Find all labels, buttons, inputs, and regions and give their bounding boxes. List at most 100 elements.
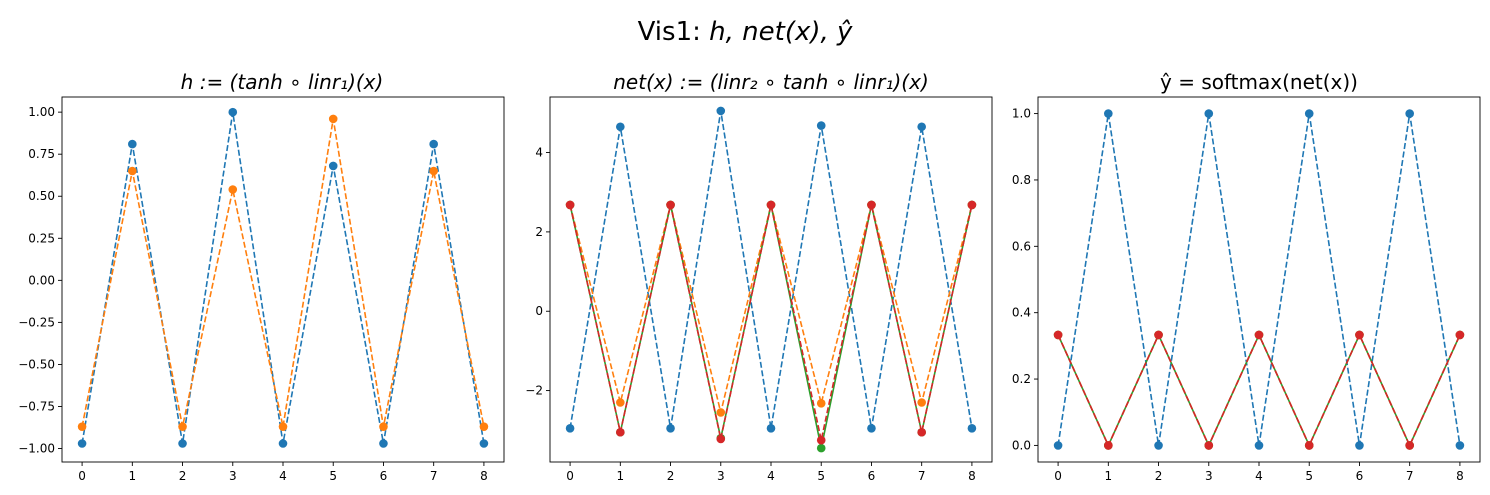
data-point-0-0-2 bbox=[178, 439, 187, 448]
data-point-1-1-3 bbox=[716, 408, 726, 417]
data-point-1-1-1 bbox=[616, 398, 625, 407]
x-tick-label: 5 bbox=[329, 469, 337, 483]
data-point-0-1-5 bbox=[328, 114, 338, 124]
y-tick-label: 1.0 bbox=[1012, 107, 1031, 121]
series-line-1-1 bbox=[569, 204, 973, 413]
data-point-2-3-5 bbox=[1304, 441, 1314, 450]
data-point-2-3-3 bbox=[1204, 441, 1214, 450]
data-point-0-0-1 bbox=[128, 139, 137, 149]
y-tick-label: 0.75 bbox=[28, 147, 55, 161]
data-point-1-3-0 bbox=[565, 200, 575, 210]
plot-area-net: 0 1 2 3 4 5 6 7 8 4 2 0 −2 bbox=[525, 96, 993, 483]
data-point-0-0-6 bbox=[379, 439, 388, 448]
x-tick-label: 8 bbox=[480, 469, 488, 483]
data-point-2-3-1 bbox=[1104, 441, 1113, 450]
data-point-0-1-4 bbox=[278, 422, 288, 431]
y-tick-label: −0.25 bbox=[18, 315, 55, 329]
data-point-0-1-3 bbox=[228, 185, 238, 194]
x-tick-label: 4 bbox=[767, 469, 775, 483]
series-line-0-0 bbox=[81, 112, 485, 444]
data-point-2-0-8 bbox=[1455, 441, 1465, 450]
data-point-2-3-8 bbox=[1455, 330, 1465, 340]
data-point-2-0-7 bbox=[1405, 109, 1414, 118]
data-point-1-3-7 bbox=[917, 427, 926, 437]
data-point-2-3-2 bbox=[1154, 330, 1163, 340]
data-point-1-3-4 bbox=[766, 200, 776, 210]
y-tick-label: 1.00 bbox=[28, 105, 55, 119]
data-point-1-0-7 bbox=[917, 122, 926, 132]
x-tick-label: 3 bbox=[1205, 469, 1213, 483]
subplot-h: h := (tanh ∘ linr₁)(x) 0 1 2 3 4 5 6 7 8 1.00 0.75… bbox=[18, 70, 505, 483]
data-point-2-3-0 bbox=[1053, 330, 1063, 340]
data-point-1-0-6 bbox=[867, 423, 876, 433]
x-tick-label: 4 bbox=[1255, 469, 1263, 483]
plot-area-yhat: 0 1 2 3 4 5 6 7 8 1.0 0.8 0.6 0.4 0.2 0.0 bbox=[1012, 96, 1481, 483]
x-tick-label: 2 bbox=[1155, 469, 1163, 483]
data-point-2-0-0 bbox=[1053, 441, 1063, 450]
data-point-2-0-5 bbox=[1304, 109, 1314, 118]
x-tick-label: 0 bbox=[1054, 469, 1062, 483]
data-point-1-0-2 bbox=[666, 423, 675, 433]
data-point-1-0-8 bbox=[967, 423, 977, 433]
x-tick-label: 3 bbox=[229, 469, 237, 483]
data-point-1-0-1 bbox=[616, 122, 625, 132]
series-line-2-0 bbox=[1057, 113, 1461, 446]
y-tick-label: 0.25 bbox=[28, 231, 55, 245]
data-point-2-3-7 bbox=[1405, 441, 1414, 450]
series-line-1-2 bbox=[569, 204, 973, 449]
y-tick-label: −0.50 bbox=[18, 357, 55, 371]
x-tick-label: 1 bbox=[616, 469, 624, 483]
y-tick-label: 0.2 bbox=[1012, 372, 1031, 386]
y-tick-label: 2 bbox=[535, 225, 543, 239]
data-point-2-0-3 bbox=[1204, 109, 1214, 118]
axes-frame bbox=[1037, 96, 1481, 463]
x-tick-label: 8 bbox=[968, 469, 976, 483]
data-point-1-3-2 bbox=[666, 200, 675, 210]
x-tick-label: 5 bbox=[1305, 469, 1313, 483]
x-tick-label: 6 bbox=[380, 469, 388, 483]
data-point-0-0-8 bbox=[479, 439, 489, 448]
x-tick-label: 2 bbox=[667, 469, 675, 483]
data-point-0-1-6 bbox=[379, 422, 388, 431]
x-tick-label: 8 bbox=[1456, 469, 1464, 483]
axes-frame bbox=[61, 96, 505, 463]
data-point-1-1-7 bbox=[917, 398, 926, 407]
subplot-title-h: h := (tanh ∘ linr₁)(x) bbox=[181, 70, 384, 94]
subplot-title-yhat: ŷ = softmax(net(x)) bbox=[1160, 70, 1358, 94]
y-tick-label: 0.50 bbox=[28, 189, 55, 203]
y-tick-label: 0.0 bbox=[1012, 438, 1031, 452]
data-point-0-1-0 bbox=[77, 422, 87, 431]
x-tick-label: 4 bbox=[279, 469, 287, 483]
y-tick-label: 0.4 bbox=[1012, 306, 1031, 320]
x-tick-label: 7 bbox=[1406, 469, 1414, 483]
data-point-2-0-2 bbox=[1154, 441, 1163, 450]
y-tick-label: 0.6 bbox=[1012, 239, 1031, 253]
data-point-1-1-5 bbox=[816, 398, 826, 408]
figure-suptitle: Vis1: h, net(x), ŷ bbox=[638, 17, 853, 47]
data-point-2-3-4 bbox=[1254, 330, 1264, 340]
y-tick-label: 4 bbox=[535, 146, 543, 160]
plot-area-h: 0 1 2 3 4 5 6 7 8 1.00 0.75 0.50 0.25 0.00 −0.25 −0.50 −… bbox=[18, 96, 505, 483]
data-point-0-1-1 bbox=[128, 166, 137, 176]
x-tick-label: 6 bbox=[1356, 469, 1364, 483]
data-point-1-0-4 bbox=[766, 423, 776, 433]
x-tick-label: 3 bbox=[717, 469, 725, 483]
x-tick-label: 5 bbox=[817, 469, 825, 483]
data-point-1-3-8 bbox=[967, 200, 977, 210]
data-point-0-1-2 bbox=[178, 422, 187, 431]
data-point-1-3-1 bbox=[616, 427, 625, 437]
y-tick-label: 0.00 bbox=[28, 273, 55, 287]
subplot-net: net(x) := (linr₂ ∘ tanh ∘ linr₁)(x) 0 1 2 3… bbox=[525, 70, 993, 483]
x-tick-label: 7 bbox=[430, 469, 438, 483]
data-point-0-0-3 bbox=[228, 107, 238, 117]
suptitle-math: h, net(x), ŷ bbox=[709, 17, 853, 47]
data-point-1-0-0 bbox=[565, 423, 575, 433]
y-tick-label: 0.8 bbox=[1012, 173, 1031, 187]
data-point-0-0-7 bbox=[429, 139, 438, 149]
data-point-2-0-6 bbox=[1355, 441, 1364, 450]
x-tick-label: 7 bbox=[918, 469, 926, 483]
data-point-2-3-6 bbox=[1355, 330, 1364, 340]
x-tick-label: 6 bbox=[868, 469, 876, 483]
series-line-2-3 bbox=[1057, 332, 1461, 448]
data-point-1-0-3 bbox=[716, 106, 726, 116]
